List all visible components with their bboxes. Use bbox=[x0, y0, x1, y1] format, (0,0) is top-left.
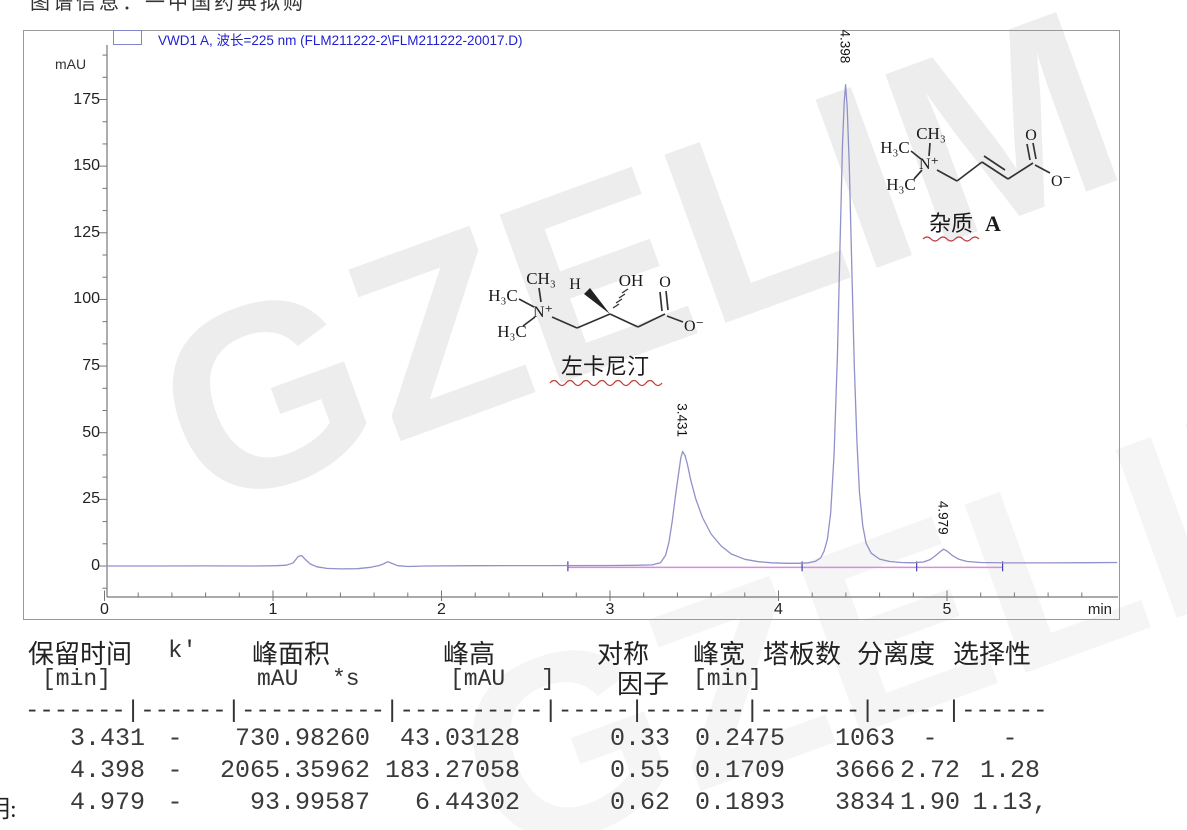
structure-name-impurity: 杂质 bbox=[929, 211, 973, 236]
x-tick-label: 1 bbox=[268, 601, 278, 618]
atom-ch3: CH₃ bbox=[916, 124, 946, 143]
table-cell: - bbox=[167, 755, 183, 785]
table-cell: 0.1893 bbox=[694, 787, 785, 817]
table-cell: 0.33 bbox=[609, 723, 670, 753]
col-header-plates: 塔板数 bbox=[763, 640, 842, 669]
table-cell: 0.62 bbox=[609, 787, 670, 817]
spellcheck-underline bbox=[922, 236, 980, 242]
col-header-retention: 保留时间 bbox=[28, 640, 133, 669]
x-tick-label: 2 bbox=[437, 601, 446, 618]
x-tick-label: 4 bbox=[774, 601, 783, 618]
table-row: 4.398- 2065.35962 183.27058 0.55 0.1709 3666 2… bbox=[25, 754, 1055, 786]
structure-name-carnitine: 左卡尼汀 bbox=[561, 354, 649, 379]
axis-ticks bbox=[99, 54, 1083, 601]
legend-label: VWD1 A, 波长=225 nm (FLM211222-2\FLM211222… bbox=[158, 33, 523, 48]
col-header-width: 峰宽 bbox=[693, 640, 746, 669]
table-cell: 1063 bbox=[834, 723, 895, 753]
table-cell: 0.2475 bbox=[694, 723, 785, 753]
unit-min2: [min] bbox=[693, 666, 763, 692]
atom-h3c: H₃C bbox=[488, 286, 518, 305]
clipped-left-text: 明: bbox=[0, 797, 17, 823]
y-tick-label: 25 bbox=[82, 490, 100, 508]
x-tick-label: 0 bbox=[100, 601, 109, 618]
atom-o: O bbox=[659, 274, 671, 291]
col-header-resolution: 分离度 bbox=[857, 640, 936, 669]
table-cell: 6.44302 bbox=[414, 787, 520, 817]
peak-retention-labels: 3.431 4.398 4.979 bbox=[675, 29, 951, 534]
table-cell: 4.979 bbox=[69, 787, 145, 817]
table-separator: -------|------|----------|----------|---… bbox=[25, 698, 1048, 725]
table-cell: 43.03128 bbox=[399, 723, 520, 753]
atom-oh: OH bbox=[619, 271, 644, 290]
atom-o-minus: O⁻ bbox=[684, 318, 704, 335]
table-cell: 0.55 bbox=[609, 755, 670, 785]
col-header-k: k' bbox=[168, 638, 197, 665]
x-tick-label: 5 bbox=[942, 601, 952, 618]
atom-h3c: H₃C bbox=[880, 138, 910, 157]
col-header-height: 峰高 bbox=[443, 640, 496, 669]
structure-impurity-a: CH₃ H₃C H₃C N⁺ O O⁻ 杂质 A bbox=[880, 124, 1071, 242]
y-tick-label: 50 bbox=[82, 423, 100, 441]
atom-n-plus: N⁺ bbox=[533, 304, 553, 321]
table-cell: - bbox=[922, 723, 938, 753]
col-header-symmetry: 对称 bbox=[597, 640, 650, 669]
atom-h: H bbox=[569, 276, 581, 293]
table-cell: 730.98260 bbox=[234, 723, 370, 753]
structure-name-impurity-suffix: A bbox=[985, 211, 1001, 236]
unit-mau: mAU bbox=[257, 666, 299, 692]
atom-h3c: H₃C bbox=[886, 175, 916, 194]
y-tick-label: 150 bbox=[73, 157, 100, 175]
peak-rt-label: 3.431 bbox=[675, 403, 690, 437]
unit-mau-bracket: [mAU bbox=[450, 666, 506, 692]
chart-frame bbox=[23, 30, 1120, 620]
table-cell: 3.431 bbox=[69, 723, 145, 753]
table-cell: - bbox=[1002, 723, 1018, 753]
col-header-area: 峰面积 bbox=[252, 640, 331, 669]
signal-trace bbox=[104, 84, 1118, 570]
col-header-selectivity: 选择性 bbox=[953, 640, 1032, 669]
y-tick-label: 100 bbox=[73, 290, 100, 308]
unit-bracket-close: ] bbox=[541, 666, 555, 692]
structure-carnitine: CH₃ H OH H₃C H₃C N⁺ O O⁻ 左卡尼汀 bbox=[488, 269, 704, 387]
unit-s: *s bbox=[332, 666, 360, 692]
table-cell: 3666 bbox=[834, 755, 895, 785]
table-cell: 2065.35962 bbox=[219, 755, 370, 785]
spellcheck-underline bbox=[549, 379, 663, 387]
table-cell: - bbox=[167, 723, 183, 753]
table-row: 3.431-730.98260 43.03128 0.33 0.2475 1063- - bbox=[25, 722, 1055, 754]
clipped-header-text: 图谱信息：一中国药典拟购 bbox=[30, 0, 306, 14]
y-tick-label: 75 bbox=[82, 357, 100, 375]
y-axis-unit-label: mAU bbox=[55, 56, 87, 72]
table-cell: 1.90 bbox=[899, 787, 960, 817]
wedge-bond bbox=[584, 288, 610, 314]
atom-n-plus: N⁺ bbox=[919, 156, 939, 173]
col-header-symmetry-line2: 因子 bbox=[617, 670, 670, 699]
atom-h3c: H₃C bbox=[497, 322, 527, 341]
table-cell: 2.72 bbox=[899, 755, 960, 785]
peak-table: 3.431-730.98260 43.03128 0.33 0.2475 1063- -4… bbox=[25, 722, 1055, 818]
atom-ch3: CH₃ bbox=[526, 269, 556, 288]
table-cell: - bbox=[167, 787, 183, 817]
table-cell: 0.1709 bbox=[694, 755, 785, 785]
table-cell: 3834 bbox=[834, 787, 895, 817]
table-row: 4.979- 93.99587 6.44302 0.62 0.1893 3834 1.90 1… bbox=[25, 786, 1055, 818]
table-cell: 1.13, bbox=[972, 787, 1048, 817]
x-tick-label: 3 bbox=[605, 601, 615, 618]
x-axis-unit-label: min bbox=[1087, 601, 1112, 618]
peak-rt-label: 4.398 bbox=[838, 29, 853, 63]
y-tick-label: 0 bbox=[91, 557, 100, 574]
table-cell: 183.27058 bbox=[384, 755, 520, 785]
y-tick-label: 175 bbox=[73, 90, 100, 108]
y-tick-label: 125 bbox=[73, 223, 100, 241]
table-cell: 93.99587 bbox=[249, 787, 370, 817]
unit-min: [min] bbox=[42, 666, 112, 692]
table-cell: 1.28 bbox=[979, 755, 1040, 785]
table-cell: 4.398 bbox=[69, 755, 145, 785]
legend-color-swatch bbox=[113, 30, 142, 45]
atom-o: O bbox=[1025, 127, 1037, 144]
atom-o-minus: O⁻ bbox=[1051, 173, 1071, 190]
peak-rt-label: 4.979 bbox=[935, 501, 950, 535]
